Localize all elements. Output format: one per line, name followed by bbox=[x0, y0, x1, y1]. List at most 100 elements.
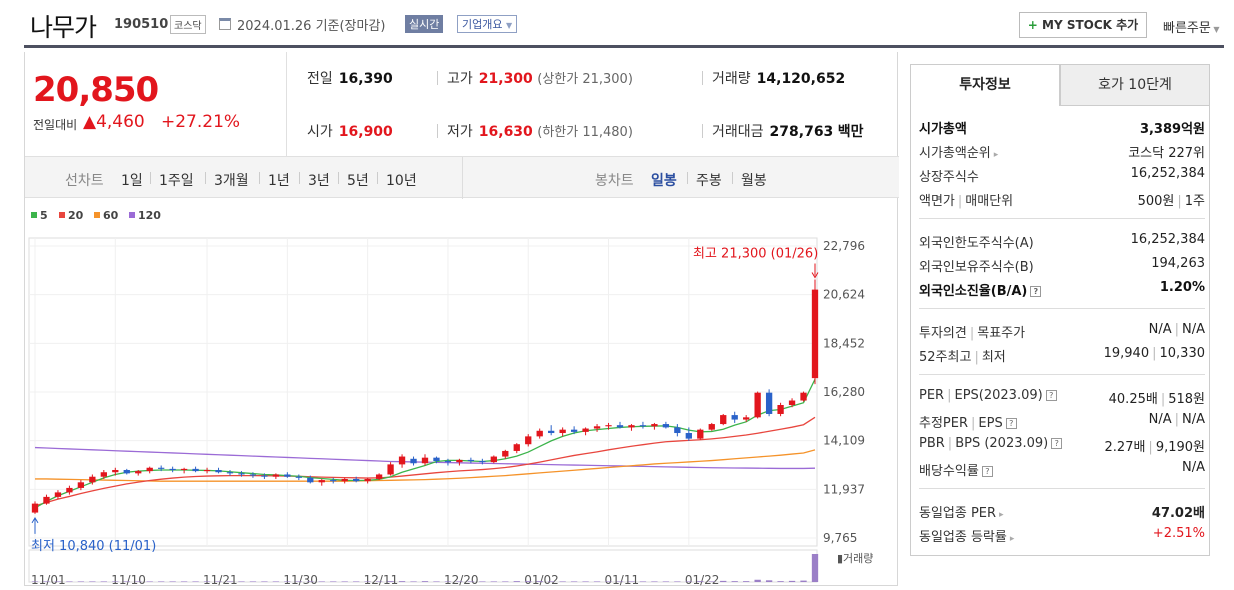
volume-bar bbox=[593, 581, 601, 582]
min-annotation: 최저 10,840 (11/01) bbox=[31, 539, 156, 554]
volume-bar bbox=[410, 581, 417, 582]
divider bbox=[732, 172, 733, 184]
help-icon[interactable]: ? bbox=[1030, 286, 1042, 297]
candle-body bbox=[548, 430, 555, 434]
quick-order-button[interactable]: 빠른주문 ▼ bbox=[1163, 17, 1220, 36]
x-tick-label: 11/30 bbox=[283, 573, 318, 586]
chevron-right-icon: ▸ bbox=[1009, 534, 1015, 544]
realtime-button[interactable]: 실시간 bbox=[405, 15, 444, 33]
candle-body bbox=[89, 476, 96, 483]
chevron-right-icon: ▸ bbox=[993, 150, 999, 160]
volume-bar bbox=[490, 581, 497, 582]
volume-bar bbox=[54, 581, 62, 582]
corp-overview-button[interactable]: 기업개요 ▼ bbox=[457, 15, 518, 33]
volume-bar bbox=[616, 581, 624, 582]
my-stock-add-button[interactable]: + MY STOCK 추가 bbox=[1019, 12, 1147, 38]
candle-body bbox=[421, 457, 429, 464]
period-10y[interactable]: 10년 bbox=[386, 173, 417, 189]
row-key-2: EPS(2023.09) bbox=[954, 388, 1043, 403]
x-tick-label: 11/21 bbox=[203, 573, 238, 586]
candle-body bbox=[387, 464, 394, 475]
volume-bar bbox=[674, 581, 681, 582]
row-value: 194,263 bbox=[1151, 256, 1205, 271]
my-stock-label: MY STOCK 추가 bbox=[1042, 18, 1139, 32]
tab-investment-info[interactable]: 투자정보 bbox=[910, 64, 1060, 106]
volume-bar bbox=[456, 581, 463, 582]
row-value: N/A bbox=[1148, 412, 1172, 427]
candle-daily[interactable]: 일봉 bbox=[651, 173, 677, 189]
volume-bar bbox=[479, 581, 486, 582]
candle-body bbox=[731, 415, 738, 420]
row-key-2: EPS bbox=[978, 416, 1003, 431]
candle-body bbox=[54, 492, 62, 497]
row-key: 시가총액 bbox=[919, 122, 967, 137]
volume-bar bbox=[353, 581, 360, 582]
period-3m[interactable]: 3개월 bbox=[214, 173, 249, 189]
period-1w[interactable]: 1주일 bbox=[159, 173, 194, 189]
row-sector-per[interactable]: 동일업종 PER ▸ 47.02배 bbox=[919, 502, 1205, 522]
legend-label: 5 bbox=[40, 209, 48, 222]
row-value-2: 10,330 bbox=[1159, 346, 1206, 361]
volume-bar bbox=[238, 581, 245, 582]
candle-monthly[interactable]: 월봉 bbox=[741, 173, 767, 189]
candle-body bbox=[364, 478, 371, 482]
x-tick-label: 01/02 bbox=[524, 573, 559, 586]
help-icon[interactable]: ? bbox=[1051, 438, 1063, 449]
candle-body bbox=[743, 417, 750, 420]
candle-body bbox=[123, 469, 130, 474]
candle-weekly[interactable]: 주봉 bbox=[696, 173, 722, 189]
volume-bar bbox=[43, 581, 50, 582]
row-market-cap-rank[interactable]: 시가총액순위 ▸ 코스닥 227위 bbox=[919, 142, 1205, 162]
row-key: 액면가 bbox=[919, 194, 955, 209]
period-3y[interactable]: 3년 bbox=[308, 173, 330, 189]
plus-icon: + bbox=[1027, 18, 1038, 32]
candle-body bbox=[169, 468, 176, 470]
stat-value: 16,900 bbox=[338, 124, 393, 140]
divider bbox=[702, 71, 703, 85]
candle-body bbox=[284, 474, 291, 477]
x-tick-label: 01/11 bbox=[605, 573, 640, 586]
volume-bar bbox=[387, 581, 394, 582]
legend-swatch bbox=[31, 212, 37, 218]
volume-bar bbox=[559, 581, 566, 582]
row-key: 외국인한도주식수(A) bbox=[919, 236, 1034, 251]
candle-body bbox=[77, 482, 85, 488]
row-key-2: 목표주가 bbox=[977, 326, 1026, 341]
row-sector-change[interactable]: 동일업종 등락률 ▸ +2.51% bbox=[919, 526, 1205, 546]
tab-order-book[interactable]: 호가 10단계 bbox=[1060, 64, 1210, 106]
candle-body bbox=[375, 474, 383, 479]
y-tick-label: 16,280 bbox=[823, 385, 865, 399]
period-1d[interactable]: 1일 bbox=[121, 173, 143, 189]
candle-body bbox=[31, 503, 39, 513]
stat-amount: 거래대금 278,763 백만 bbox=[712, 121, 864, 141]
help-icon[interactable]: ? bbox=[981, 466, 993, 477]
volume-bar bbox=[226, 581, 234, 582]
stat-value: 278,763 bbox=[769, 124, 834, 140]
period-5y[interactable]: 5년 bbox=[347, 173, 369, 189]
candle-body bbox=[559, 429, 566, 434]
volume-bar bbox=[295, 581, 302, 582]
stat-low: 저가 16,630 (하한가 11,480) bbox=[447, 121, 633, 141]
candle-body bbox=[226, 472, 234, 474]
volume-bar bbox=[513, 581, 520, 582]
help-icon[interactable]: ? bbox=[1045, 390, 1057, 401]
help-icon[interactable]: ? bbox=[1005, 418, 1017, 429]
candle-body bbox=[456, 459, 463, 463]
volume-bar bbox=[628, 581, 635, 582]
volume-bar bbox=[433, 581, 440, 582]
row-pbr: PBR | BPS (2023.09)? 2.27배 | 9,190원 bbox=[919, 436, 1205, 455]
volume-bar bbox=[272, 581, 280, 582]
volume-bar bbox=[364, 581, 371, 582]
row-value-2: 1주 bbox=[1184, 194, 1205, 209]
price-chart-panel: 20,850 전일대비 ▲4,460 +27.21% 전일 16,390 고가 21… bbox=[24, 52, 899, 587]
row-value: 3,389억원 bbox=[1139, 122, 1205, 137]
row-value-2: N/A bbox=[1182, 412, 1205, 427]
row-est-per: 추정PER | EPS? N/A | N/A bbox=[919, 412, 1205, 431]
volume-bar bbox=[639, 581, 647, 582]
divider bbox=[687, 172, 688, 184]
candlestick-chart[interactable]: 22,796 20,624 18,452 16,280 14,109 11,937 9,76… bbox=[25, 198, 899, 587]
candle-body bbox=[662, 424, 670, 428]
volume-bar bbox=[605, 581, 612, 582]
stat-unit: 백만 bbox=[837, 124, 864, 140]
period-1y[interactable]: 1년 bbox=[268, 173, 290, 189]
